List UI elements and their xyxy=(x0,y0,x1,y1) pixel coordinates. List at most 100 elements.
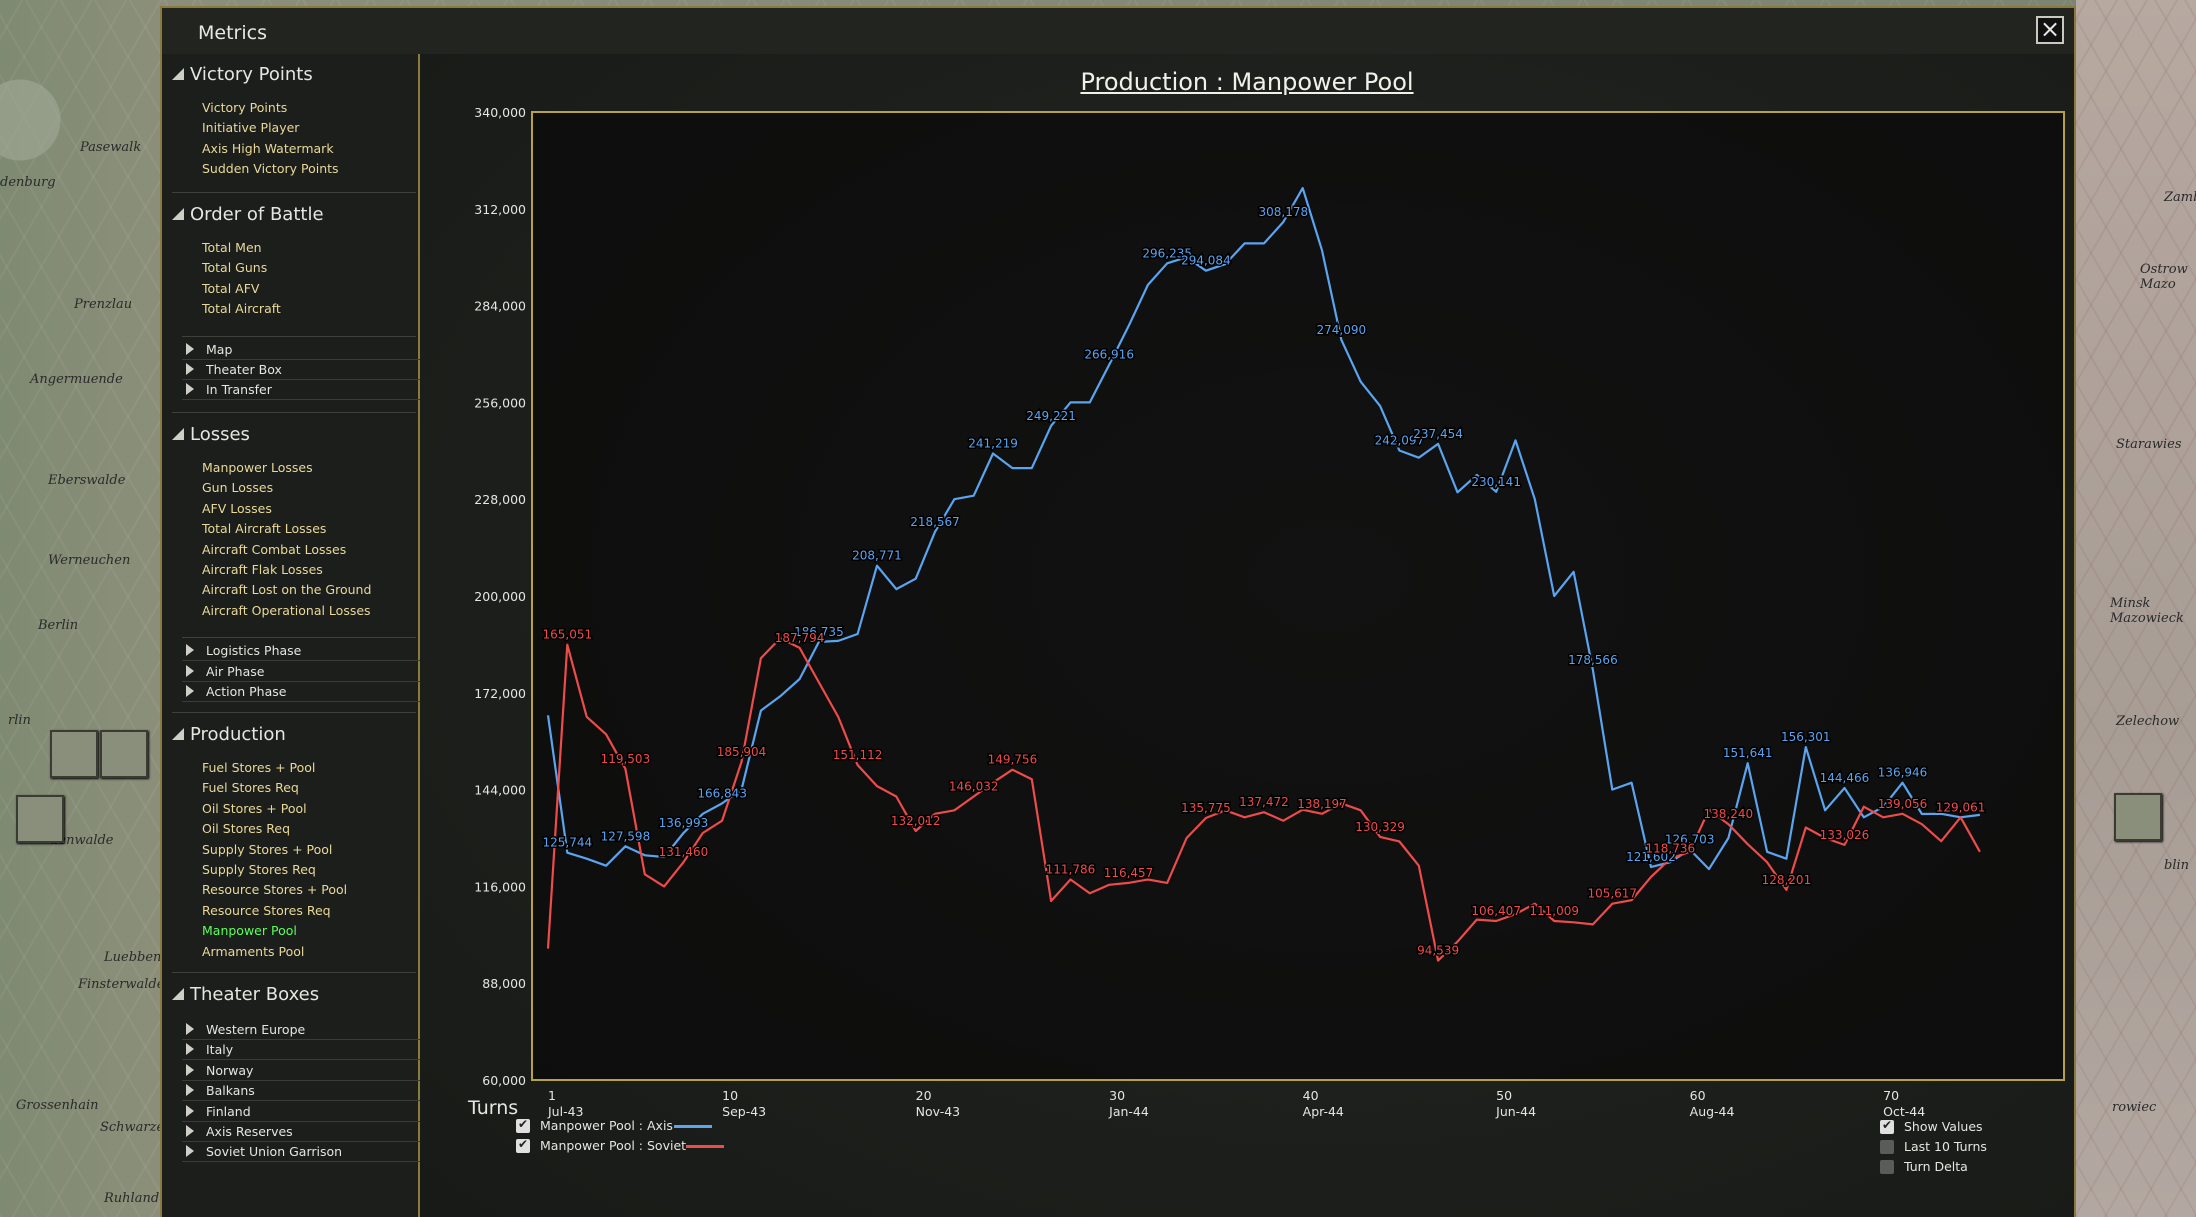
expand-arrow-icon[interactable] xyxy=(186,1084,194,1097)
unit-counter[interactable] xyxy=(100,730,148,778)
sidebar-section-3[interactable]: Production xyxy=(172,722,412,750)
sidebar-item[interactable]: Supply Stores Req xyxy=(202,862,316,877)
sidebar-subgroup[interactable]: Axis Reserves xyxy=(182,1122,422,1142)
y-tick-label: 284,000 xyxy=(474,299,526,314)
sidebar-subgroup[interactable]: Action Phase xyxy=(182,682,422,702)
sidebar-item[interactable]: Victory Points xyxy=(202,100,288,115)
sidebar-subgroup[interactable]: Air Phase xyxy=(182,662,422,682)
data-value-label: 146,032 xyxy=(949,780,999,794)
collapse-triangle-icon[interactable] xyxy=(172,68,184,80)
sidebar-item[interactable]: Initiative Player xyxy=(202,120,300,136)
sidebar-item[interactable]: Oil Stores Req xyxy=(202,821,291,837)
sidebar-subgroup[interactable]: Map xyxy=(182,340,422,360)
sidebar-item[interactable]: Total Aircraft Losses xyxy=(202,521,327,537)
legend-axis-checkbox[interactable] xyxy=(516,1117,530,1133)
sidebar-item[interactable]: Oil Stores + Pool xyxy=(202,800,307,816)
sidebar-subgroup[interactable]: Norway xyxy=(182,1061,422,1081)
sidebar-item[interactable]: AFV Losses xyxy=(202,500,272,516)
close-icon[interactable]: × xyxy=(2036,16,2064,44)
section-header[interactable]: Losses xyxy=(172,422,412,450)
map-place-label: Grossenhain xyxy=(16,1098,99,1113)
unit-counter[interactable] xyxy=(2114,793,2162,841)
sidebar-item[interactable]: Resource Stores + Pool xyxy=(202,882,348,898)
sidebar-item[interactable]: Aircraft Flak Losses xyxy=(202,562,323,577)
data-value-label: 266,916 xyxy=(1084,348,1134,362)
legend-soviet-checkbox[interactable] xyxy=(516,1137,530,1153)
expand-arrow-icon[interactable] xyxy=(186,342,194,355)
sidebar-item[interactable]: Total Aircraft xyxy=(202,301,281,317)
expand-arrow-icon[interactable] xyxy=(186,1145,194,1158)
sidebar-item[interactable]: Aircraft Operational Losses xyxy=(202,602,371,618)
collapse-triangle-icon[interactable] xyxy=(172,988,184,1000)
turn-delta-checkbox[interactable] xyxy=(1880,1160,1894,1174)
sidebar-item[interactable]: Armaments Pool xyxy=(202,943,305,959)
subgroup-label: Action Phase xyxy=(206,684,287,699)
sidebar-item[interactable]: Gun Losses xyxy=(202,480,274,496)
collapse-triangle-icon[interactable] xyxy=(172,728,184,740)
expand-arrow-icon[interactable] xyxy=(186,685,194,697)
expand-arrow-icon[interactable] xyxy=(186,664,194,677)
sidebar-item[interactable]: Sudden Victory Points xyxy=(202,161,339,177)
metrics-sidebar: Victory Points Victory Points Initiative P… xyxy=(162,54,422,1217)
data-value-label: 166,843 xyxy=(697,786,747,800)
section-header[interactable]: Theater Boxes xyxy=(172,982,412,1010)
sidebar-subgroup[interactable]: In Transfer xyxy=(182,380,422,401)
sidebar-item[interactable]: Total Men xyxy=(202,240,262,255)
subgroup-label: Finland xyxy=(206,1103,251,1119)
sidebar-section-1[interactable]: Order of Battle xyxy=(172,202,412,230)
expand-arrow-icon[interactable] xyxy=(186,1043,194,1056)
sidebar-item[interactable]: Fuel Stores Req xyxy=(202,780,299,796)
unit-counter[interactable] xyxy=(50,730,98,778)
map-place-label: denburg xyxy=(0,175,56,190)
expand-arrow-icon[interactable] xyxy=(186,1023,194,1035)
expand-arrow-icon[interactable] xyxy=(186,1125,194,1137)
sidebar-section-0[interactable]: Victory Points xyxy=(172,62,412,90)
show-values-label: Show Values xyxy=(1904,1119,1983,1134)
sidebar-subgroup[interactable]: Western Europe xyxy=(182,1020,422,1040)
data-value-label: 111,786 xyxy=(1046,862,1096,876)
sidebar-subgroup[interactable]: Italy xyxy=(182,1040,422,1061)
sidebar-subgroup[interactable]: Soviet Union Garrison xyxy=(182,1142,422,1163)
sidebar-subgroup[interactable]: Logistics Phase xyxy=(182,641,422,662)
sidebar-item[interactable]: Aircraft Combat Losses xyxy=(202,541,347,557)
data-value-label: 242,097 xyxy=(1375,433,1425,447)
sidebar-item[interactable]: Total Guns xyxy=(202,260,268,276)
subgroup-label: Air Phase xyxy=(206,663,265,679)
sidebar-item[interactable]: Total AFV xyxy=(202,280,260,296)
sidebar-item[interactable]: Aircraft Lost on the Ground xyxy=(202,582,372,598)
x-tick-date: Apr-44 xyxy=(1303,1104,1344,1119)
section-header[interactable]: Victory Points xyxy=(172,62,412,90)
show-values-checkbox[interactable] xyxy=(1880,1118,1894,1134)
sidebar-item[interactable]: Axis High Watermark xyxy=(202,140,334,156)
expand-arrow-icon[interactable] xyxy=(186,363,194,375)
map-place-label: Luebben xyxy=(104,950,162,965)
last-10-turns-checkbox[interactable] xyxy=(1880,1140,1894,1154)
data-value-label: 132,012 xyxy=(891,814,941,828)
y-tick-label: 116,000 xyxy=(474,879,526,894)
sidebar-section-2[interactable]: Losses xyxy=(172,422,412,450)
sidebar-item[interactable]: Supply Stores + Pool xyxy=(202,841,333,857)
y-tick-label: 172,000 xyxy=(474,686,526,701)
data-value-label: 308,178 xyxy=(1258,205,1308,219)
expand-arrow-icon[interactable] xyxy=(186,1104,194,1117)
sidebar-subgroup[interactable]: Theater Box xyxy=(182,360,422,380)
sidebar-item[interactable]: Manpower Pool xyxy=(202,923,297,939)
section-header[interactable]: Order of Battle xyxy=(172,202,412,230)
collapse-triangle-icon[interactable] xyxy=(172,428,184,440)
unit-counter[interactable] xyxy=(16,795,64,843)
data-value-label: 121,602 xyxy=(1626,850,1676,864)
expand-arrow-icon[interactable] xyxy=(186,1063,194,1076)
sidebar-section-4[interactable]: Theater Boxes xyxy=(172,982,412,1010)
section-header[interactable]: Production xyxy=(172,722,412,750)
map-place-label: Werneuchen xyxy=(48,553,131,568)
data-value-label: 151,641 xyxy=(1723,746,1773,760)
expand-arrow-icon[interactable] xyxy=(186,644,194,657)
sidebar-item[interactable]: Manpower Losses xyxy=(202,460,313,475)
expand-arrow-icon[interactable] xyxy=(186,383,194,396)
map-place-label: Pasewalk xyxy=(80,140,142,155)
sidebar-item[interactable]: Resource Stores Req xyxy=(202,902,331,918)
sidebar-item[interactable]: Fuel Stores + Pool xyxy=(202,760,316,775)
sidebar-subgroup[interactable]: Balkans xyxy=(182,1081,422,1102)
collapse-triangle-icon[interactable] xyxy=(172,208,184,220)
sidebar-subgroup[interactable]: Finland xyxy=(182,1102,422,1122)
